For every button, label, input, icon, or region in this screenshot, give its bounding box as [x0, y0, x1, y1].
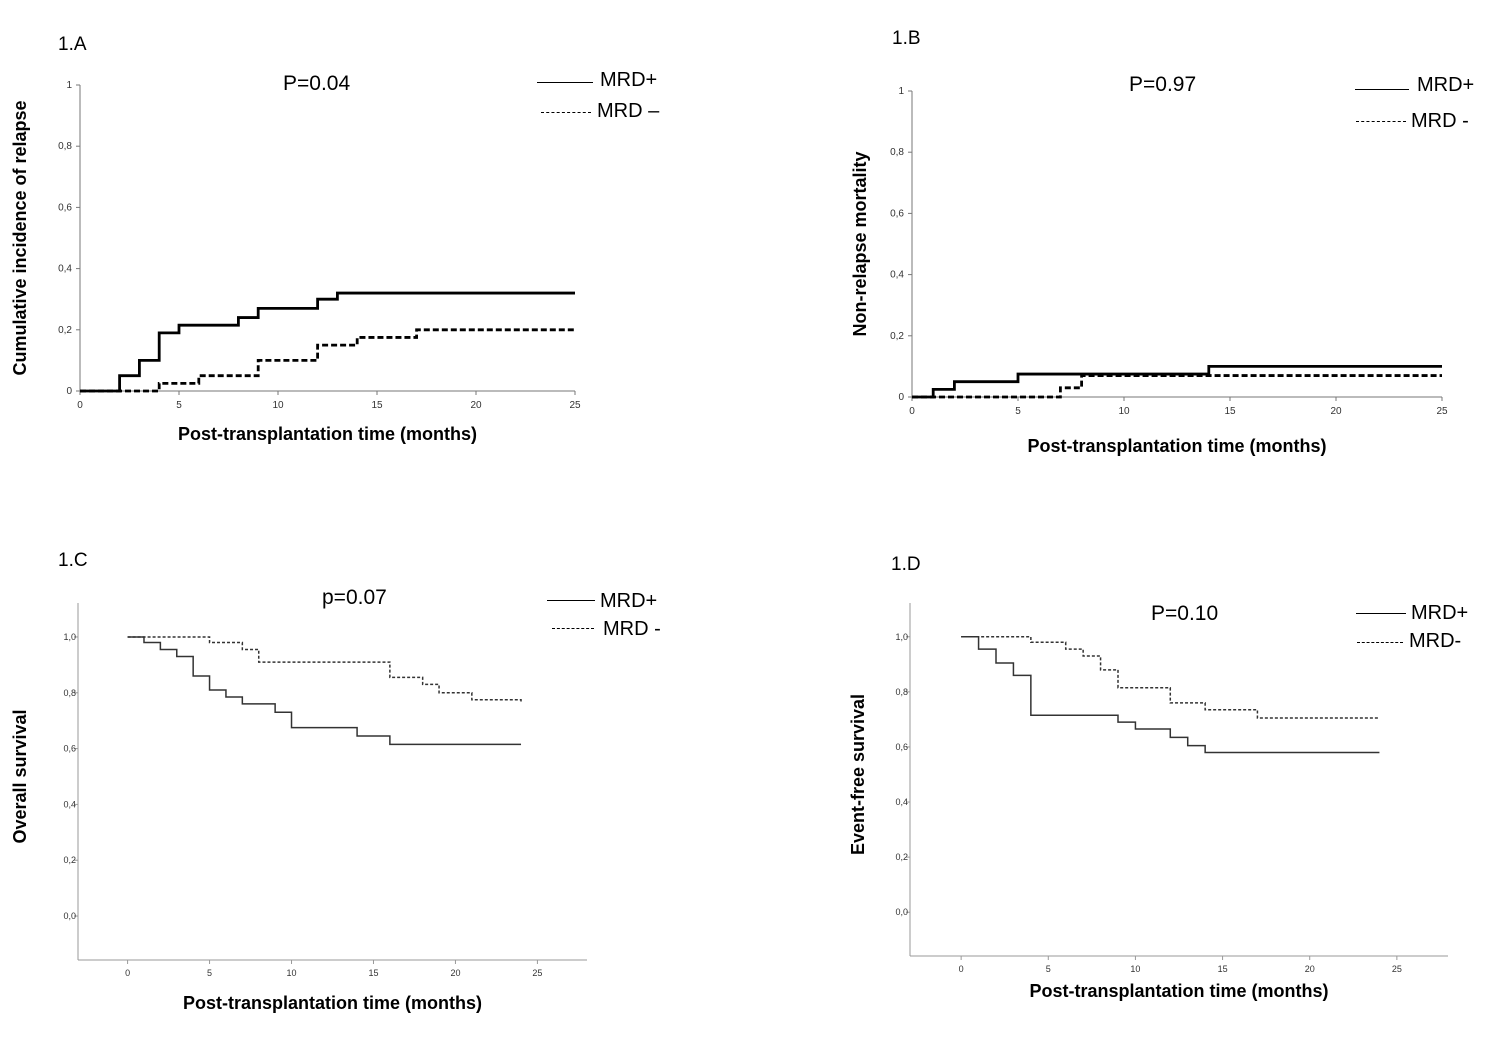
chart-b: 00,20,40,60,810 5 10 15 20 25Post-transplanta… [850, 86, 1448, 456]
x-tick-label: 10 [1130, 964, 1140, 974]
legend-line-a-1 [541, 112, 591, 113]
y-tick-label: 0,6 [890, 208, 904, 219]
x-tick-label: 20 [1330, 406, 1342, 417]
panel-label-c: 1.C [58, 550, 88, 571]
chart-c: 0,0 0,2 0,4 0,6 0,8 1,0 0 5 10 15 20 25 Post-transpl… [10, 603, 587, 1013]
y-tick-label: 0,4 [58, 264, 72, 275]
x-tick-label: 15 [368, 968, 378, 978]
legend-line-b-0 [1355, 89, 1409, 90]
y-axis-title: Overall survival [10, 709, 30, 843]
x-tick-label: 5 [176, 400, 182, 411]
x-tick-label: 15 [371, 400, 383, 411]
x-tick-label: 0 [909, 406, 915, 417]
panel-label-a: 1.A [58, 34, 87, 55]
legend-line-c-0 [547, 600, 595, 601]
x-tick-label: 25 [1436, 406, 1448, 417]
x-tick-label: 5 [207, 968, 212, 978]
legend-label-d-1: MRD- [1409, 630, 1462, 652]
chart-d: 0,0 0,2 0,4 0,6 0,8 1,0 0 5 10 15 20 25 Post-transpl… [848, 603, 1448, 1001]
y-tick-label: 0,6 [58, 202, 72, 213]
x-tick-label: 10 [1118, 406, 1130, 417]
y-tick-label: 1,0 [63, 632, 76, 642]
y-tick-label: 0,6 [895, 742, 908, 752]
y-tick-label: 1 [898, 86, 904, 97]
y-tick-label: 1 [66, 80, 72, 91]
y-tick-label: 0,8 [63, 688, 76, 698]
legend-label-c-1: MRD - [603, 618, 661, 640]
x-axis-title: Post-transplantation time (months) [1029, 981, 1328, 1001]
x-tick-label: 15 [1218, 964, 1228, 974]
y-tick-label: 0,0 [63, 911, 76, 921]
x-tick-label: 5 [1015, 406, 1021, 417]
legend-label-d-0: MRD+ [1411, 602, 1469, 624]
y-tick-label: 0 [898, 392, 904, 403]
y-tick-label: 0 [66, 386, 72, 397]
y-tick-label: 0,4 [890, 270, 904, 281]
series-line-1 [961, 636, 1380, 719]
y-tick-label: 0,0 [895, 907, 908, 917]
legend-line-b-1 [1356, 121, 1406, 122]
x-axis-title: Post-transplantation time (months) [1027, 436, 1326, 456]
series-line-0 [961, 636, 1380, 754]
chart-panel-b: 1.B P=0.97 MRD+ MRD - 0 0,2 0,4 0,6 0,8 1 0 5 10… [750, 0, 1500, 520]
x-tick-label: 10 [272, 400, 284, 411]
y-axis-title: Non-relapse mortality [850, 151, 870, 336]
x-tick-label: 20 [1305, 964, 1315, 974]
x-tick-label: 20 [470, 400, 482, 411]
y-tick-label: 0,4 [63, 799, 76, 809]
panel-label-d: 1.D [891, 554, 921, 575]
y-tick-label: 1,0 [895, 632, 908, 642]
x-tick-label: 25 [532, 968, 542, 978]
y-axis-title: Cumulative incidence of relapse [10, 100, 30, 375]
y-tick-label: 0,8 [890, 147, 904, 158]
p-value-c: p=0.07 [322, 586, 387, 609]
series-line-1 [127, 636, 522, 703]
series-line-1 [912, 374, 1442, 399]
legend-label-a-0: MRD+ [600, 69, 658, 91]
x-tick-label: 25 [569, 400, 581, 411]
legend-line-d-1 [1357, 642, 1403, 643]
y-tick-label: 0,2 [895, 852, 908, 862]
y-tick-label: 0,2 [58, 325, 72, 336]
x-tick-label: 0 [77, 400, 83, 411]
legend-label-b-0: MRD+ [1417, 74, 1475, 96]
chart-panel-d: 1.D P=0.10 MRD+ MRD- 0,0 0,2 0,4 0,6 0,8 1,0 0… [750, 520, 1500, 1039]
legend-line-d-0 [1356, 613, 1406, 614]
x-axis-title: Post-transplantation time (months) [178, 424, 477, 444]
x-tick-label: 20 [450, 968, 460, 978]
y-tick-label: 0,6 [63, 744, 76, 754]
panel-label-b: 1.B [892, 28, 921, 49]
p-value-a: P=0.04 [283, 72, 351, 95]
y-axis-title: Event-free survival [848, 694, 868, 855]
y-tick-label: 0,8 [895, 687, 908, 697]
series-line-0 [127, 636, 522, 746]
y-tick-label: 0,8 [58, 141, 72, 152]
series-line-0 [80, 291, 575, 393]
x-tick-label: 5 [1046, 964, 1051, 974]
x-tick-label: 15 [1224, 406, 1236, 417]
legend-line-c-1 [552, 628, 594, 629]
y-tick-label: 0,2 [890, 331, 904, 342]
x-axis-title: Post-transplantation time (months) [183, 993, 482, 1013]
legend-label-a-1: MRD – [597, 100, 660, 122]
x-tick-label: 0 [959, 964, 964, 974]
legend-line-a-0 [537, 82, 593, 83]
p-value-d: P=0.10 [1151, 602, 1219, 625]
x-tick-label: 10 [287, 968, 297, 978]
chart-a: 00,20,40,60,810 5 10 15 20 25Post-transplanta… [10, 80, 581, 444]
x-tick-label: 25 [1392, 964, 1402, 974]
x-tick-label: 0 [125, 968, 130, 978]
chart-panel-a: 1.A P=0.04 MRD+ MRD – 0 0,2 0,4 0,6 0,8 1 0 5 10… [0, 0, 750, 520]
series-line-0 [912, 365, 1442, 399]
legend-label-c-0: MRD+ [600, 590, 658, 612]
y-tick-label: 0,4 [895, 797, 908, 807]
p-value-b: P=0.97 [1129, 73, 1197, 96]
chart-panel-c: 1.C p=0.07 MRD+ MRD - 0,0 0,2 0,4 0,6 0,8 1,0… [0, 520, 750, 1039]
series-line-1 [80, 328, 575, 393]
legend-label-b-1: MRD - [1411, 110, 1469, 132]
y-tick-label: 0,2 [63, 855, 76, 865]
